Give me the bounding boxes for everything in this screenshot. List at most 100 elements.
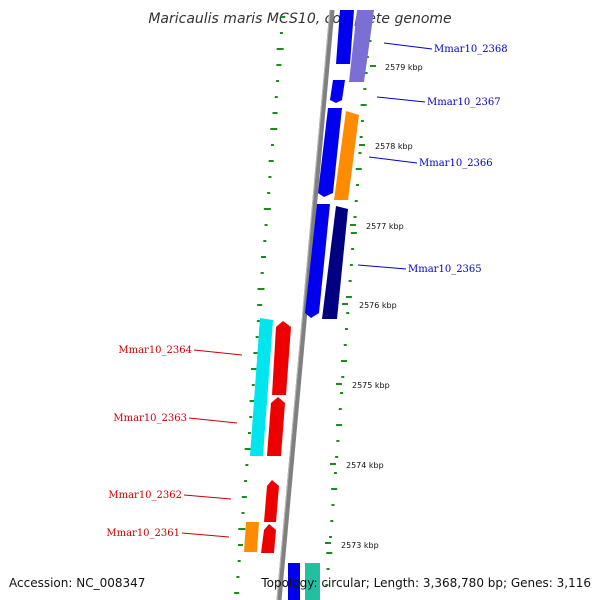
gc-marks-left [234, 16, 286, 594]
gc-mark [245, 464, 249, 466]
gc-mark [276, 80, 280, 82]
gc-mark [251, 384, 255, 386]
gc-mark [360, 104, 367, 106]
gc-mark [359, 136, 363, 138]
gc-mark [260, 272, 264, 274]
gene-arrow-mmar10-2364-cyan[interactable] [250, 318, 273, 456]
gc-mark [355, 168, 362, 170]
gc-mark [344, 328, 348, 330]
gc-mark [272, 112, 278, 114]
gene-label-mmar10-2361[interactable]: Mmar10_2361 [106, 528, 180, 539]
gc-mark [338, 408, 342, 410]
gene-arrow-mmar10-2368[interactable] [336, 10, 354, 64]
gc-mark [261, 256, 267, 258]
gc-mark [267, 192, 271, 194]
gc-mark [256, 320, 260, 322]
gene-label-mmar10-2366[interactable]: Mmar10_2366 [419, 158, 493, 169]
gc-mark [354, 200, 358, 202]
gc-mark [349, 264, 353, 266]
gc-mark [237, 560, 241, 562]
gc-mark [264, 224, 268, 226]
gc-mark [263, 240, 267, 242]
gc-mark [241, 512, 245, 514]
gc-mark [326, 568, 330, 570]
tick-2577: 2577 kbp [366, 222, 404, 231]
gc-mark [336, 440, 340, 442]
gc-mark [236, 576, 240, 578]
gc-mark [234, 592, 240, 594]
gene-fragment-teal [305, 563, 320, 600]
gene-arrow-mmar10-2364[interactable] [272, 321, 291, 395]
gc-mark [255, 336, 259, 338]
gc-mark [340, 392, 344, 394]
gc-mark [249, 416, 253, 418]
gc-mark [274, 96, 278, 98]
gene-label-mmar10-2368[interactable]: Mmar10_2368 [434, 44, 508, 55]
gene-label-mmar10-2363[interactable]: Mmar10_2363 [113, 413, 187, 424]
gene-arrow-mmar10-2368-b[interactable] [349, 10, 374, 82]
gc-mark [330, 520, 334, 522]
gene-label-mmar10-2362[interactable]: Mmar10_2362 [108, 490, 182, 501]
gc-mark [276, 64, 282, 66]
gc-mark [341, 376, 345, 378]
tick-2575: 2575 kbp [352, 381, 390, 390]
genome-backbone [276, 9, 335, 600]
gc-mark [346, 312, 350, 314]
gc-mark [331, 504, 335, 506]
gc-mark [336, 424, 343, 426]
gc-mark [335, 456, 339, 458]
gene-label-mmar10-2364[interactable]: Mmar10_2364 [118, 345, 192, 356]
gc-mark [364, 72, 368, 74]
gene-arrow-mmar10-2367[interactable] [330, 80, 345, 103]
gc-mark [249, 400, 255, 402]
gene-arrow-mmar10-2363[interactable] [267, 397, 285, 456]
gene-label-mmar10-2367[interactable]: Mmar10_2367 [427, 97, 501, 108]
tick-2574: 2574 kbp [346, 461, 384, 470]
gene-labels-left: Mmar10_2364 Mmar10_2363 Mmar10_2362 Mmar… [106, 345, 243, 539]
gc-mark [247, 432, 251, 434]
gc-mark [348, 280, 352, 282]
gc-mark [329, 536, 333, 538]
tick-2573: 2573 kbp [341, 541, 379, 550]
gene-features [244, 10, 374, 600]
gc-mark [343, 344, 347, 346]
gc-mark [251, 368, 259, 370]
gene-arrow-mmar10-2366[interactable] [334, 111, 359, 200]
gene-arrow-mmar10-2361[interactable] [261, 524, 276, 553]
gene-arrow-mmar10-2361-orange[interactable] [244, 522, 259, 552]
gc-marks-right [325, 24, 372, 586]
gc-mark [238, 528, 246, 530]
gene-label-mmar10-2365[interactable]: Mmar10_2365 [408, 264, 482, 275]
gc-mark [326, 552, 333, 554]
gc-mark [276, 48, 284, 50]
gc-mark [341, 360, 348, 362]
gc-mark [345, 296, 352, 298]
gc-mark [360, 120, 364, 122]
tick-2579: 2579 kbp [385, 63, 423, 72]
gc-mark [350, 232, 357, 234]
gc-mark [363, 88, 367, 90]
gc-mark [268, 160, 274, 162]
gc-mark [356, 184, 360, 186]
gc-mark [358, 152, 362, 154]
gc-mark [268, 176, 272, 178]
gene-arrow-mmar10-2365-a[interactable] [305, 204, 330, 318]
gene-arrow-mmar10-2366-a[interactable] [318, 108, 342, 197]
tick-2576: 2576 kbp [359, 301, 397, 310]
gc-mark [257, 288, 265, 290]
gc-mark [270, 144, 274, 146]
tick-2578: 2578 kbp [375, 142, 413, 151]
gene-arrow-mmar10-2362[interactable] [264, 480, 279, 522]
gc-mark [270, 128, 278, 130]
gc-mark [263, 208, 271, 210]
gc-mark [351, 248, 355, 250]
gc-mark [237, 544, 243, 546]
gc-mark [331, 488, 338, 490]
gc-mark [253, 352, 259, 354]
gc-mark [244, 448, 252, 450]
gc-mark [244, 480, 248, 482]
gc-mark [353, 216, 357, 218]
gene-arrow-mmar10-2365[interactable] [322, 206, 348, 319]
gene-labels-right: Mmar10_2368 Mmar10_2367 Mmar10_2366 Mmar… [357, 42, 508, 275]
